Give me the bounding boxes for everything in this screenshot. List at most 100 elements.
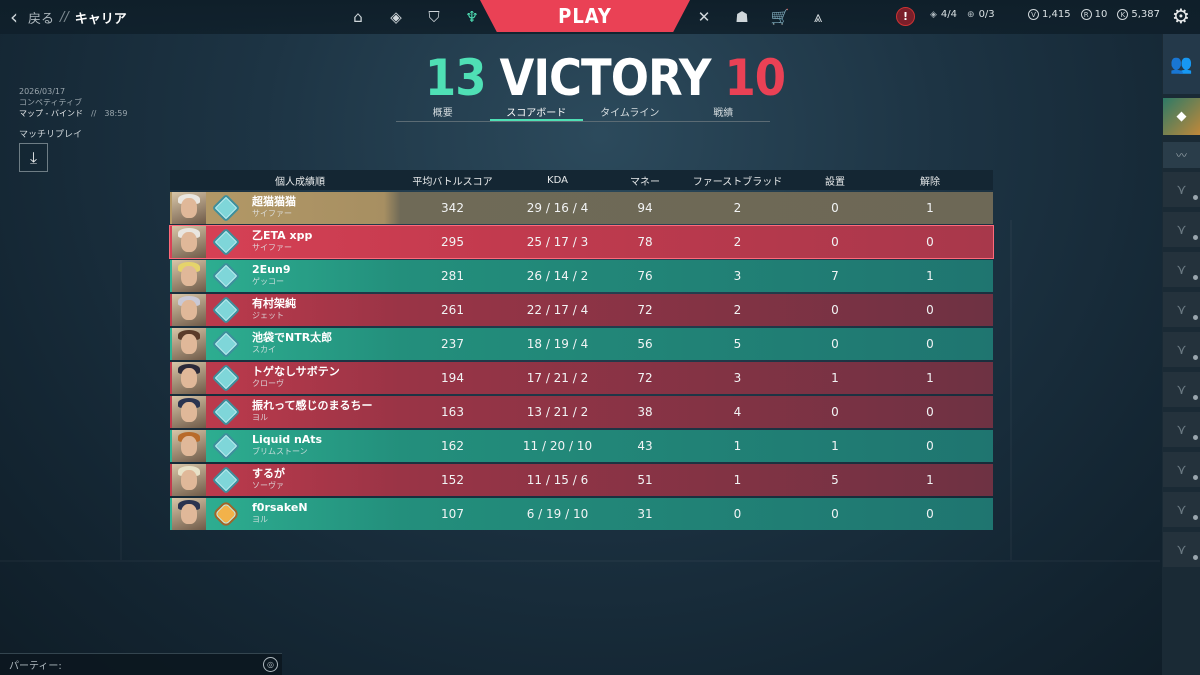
- match-result: 13 VICTORY 10: [400, 48, 810, 108]
- tab-performance[interactable]: 戦績: [713, 108, 734, 119]
- first-blood-value: 3: [733, 371, 742, 385]
- kda-value: 18 / 19 / 4: [526, 337, 589, 351]
- table-row[interactable]: f0rsakeN ヨル 107 6 / 19 / 10 31 0 0 0: [170, 498, 993, 530]
- status-dot: [1193, 355, 1198, 360]
- match-map: マップ - バインド: [19, 109, 83, 118]
- friend-slot[interactable]: ⋎: [1163, 252, 1200, 287]
- header-plants[interactable]: 設置: [825, 176, 845, 188]
- status-dot: [1193, 475, 1198, 480]
- agent-portrait: [172, 192, 206, 224]
- player-name[interactable]: 振れって感じのまるちー: [252, 399, 373, 412]
- friend-slot[interactable]: ⋎: [1163, 532, 1200, 567]
- chat-icon[interactable]: ◎: [263, 657, 278, 672]
- defuses-value: 0: [926, 303, 934, 317]
- plants-value: 0: [831, 201, 839, 215]
- friend-slot[interactable]: ⋎: [1163, 452, 1200, 487]
- header-money[interactable]: マネー: [630, 176, 660, 188]
- acs-value: 194: [441, 371, 464, 385]
- tab-summary[interactable]: 概要: [432, 108, 453, 119]
- table-row[interactable]: するが ソーヴァ 152 11 / 15 / 6 51 1 5 1: [170, 464, 993, 496]
- party-icon[interactable]: 👥: [1163, 34, 1200, 94]
- table-row[interactable]: 池袋でNTR太郎 スカイ 237 18 / 19 / 4 56 5 0 0: [170, 328, 993, 360]
- rank-gem: [211, 295, 241, 325]
- score-win: 13: [424, 49, 487, 107]
- agent-portrait: [172, 362, 206, 394]
- store-icon[interactable]: 🛒: [770, 8, 790, 26]
- stat-radianite: ◈ 4/4: [930, 9, 958, 20]
- rank-icon: [211, 193, 241, 223]
- table-row[interactable]: 有村架純 ジェット 261 22 / 17 / 4 72 2 0 0: [170, 294, 993, 326]
- agent-portrait: [172, 328, 206, 360]
- battlepass-icon[interactable]: ⛉: [428, 8, 440, 26]
- result-label: VICTORY: [499, 49, 712, 107]
- acs-value: 152: [441, 473, 464, 487]
- agent-name: ゲッコー: [252, 277, 284, 286]
- player-name[interactable]: 2Eun9: [252, 263, 291, 276]
- friend-slot[interactable]: ⋎: [1163, 292, 1200, 327]
- nav-left: ⌂ ◈ ⛉ ♆: [346, 6, 484, 28]
- career-icon[interactable]: ♆: [465, 8, 479, 26]
- table-row[interactable]: 乙ETA xpp サイファー 295 25 / 17 / 3 78 2 0 0: [169, 225, 994, 259]
- money-value: 72: [637, 303, 653, 317]
- header-defuses[interactable]: 解除: [920, 176, 940, 188]
- kda-value: 29 / 16 / 4: [526, 201, 589, 215]
- rank-icon: [211, 295, 241, 325]
- status-dot: [1193, 235, 1198, 240]
- table-row[interactable]: 超猫猫猫 サイファー 342 29 / 16 / 4 94 2 0 1: [170, 192, 993, 224]
- status-dot: [1193, 195, 1198, 200]
- friend-slot[interactable]: ⋎: [1163, 172, 1200, 207]
- table-row[interactable]: 振れって感じのまるちー ヨル 163 13 / 21 / 2 38 4 0 0: [170, 396, 993, 428]
- back-label: 戻る: [28, 11, 55, 27]
- table-row[interactable]: トゲなしサボテン クローヴ 194 17 / 21 / 2 72 3 1 1: [170, 362, 993, 394]
- rank-icon[interactable]: ⩓: [813, 8, 823, 26]
- acs-value: 163: [441, 405, 464, 419]
- agent-face: [181, 402, 197, 422]
- player-cell: 有村架純 ジェット: [170, 294, 400, 326]
- header-kda[interactable]: KDA: [547, 174, 568, 186]
- tab-timeline[interactable]: タイムライン: [600, 108, 660, 119]
- score-lose: 10: [724, 49, 786, 107]
- collection-icon[interactable]: ☗: [735, 8, 749, 26]
- player-name[interactable]: するが: [252, 467, 285, 480]
- player-avatar[interactable]: ◆: [1163, 98, 1200, 135]
- rank-icon: [211, 499, 241, 529]
- back-button[interactable]: ‹ 戻る // キャリア: [10, 7, 127, 27]
- plants-value: 5: [831, 473, 839, 487]
- friend-slot[interactable]: ⋎: [1163, 332, 1200, 367]
- match-map-row: マップ - バインド // 38:59: [19, 108, 127, 119]
- friend-slot[interactable]: ⋎: [1163, 492, 1200, 527]
- player-name[interactable]: 池袋でNTR太郎: [252, 331, 333, 344]
- download-replay-button[interactable]: ⤓: [19, 143, 48, 172]
- play-button[interactable]: PLAY: [480, 0, 690, 32]
- party-chat-bar[interactable]: パーティー: ◎: [0, 653, 282, 675]
- player-name[interactable]: Liquid nAts: [252, 433, 323, 446]
- tab-scoreboard[interactable]: スコアボード: [489, 106, 583, 121]
- home-icon[interactable]: ⌂: [353, 8, 363, 26]
- player-name[interactable]: 超猫猫猫: [252, 195, 296, 208]
- player-name[interactable]: f0rsakeN: [252, 501, 308, 514]
- header-first-blood[interactable]: ファーストブラッド: [692, 176, 783, 188]
- agents-icon[interactable]: ✕: [697, 8, 711, 26]
- alert-icon[interactable]: !: [896, 7, 915, 26]
- acs-value: 237: [441, 337, 464, 351]
- status-dot: [1193, 435, 1198, 440]
- player-cell: Liquid nAts ブリムストーン: [170, 430, 400, 462]
- status-dot: [1193, 315, 1198, 320]
- player-name[interactable]: 乙ETA xpp: [252, 229, 313, 242]
- player-name[interactable]: トゲなしサボテン: [252, 365, 340, 378]
- agent-name: サイファー: [252, 243, 292, 252]
- money-value: 72: [637, 371, 653, 385]
- gear-icon[interactable]: ⚙: [1172, 4, 1190, 28]
- table-row[interactable]: Liquid nAts ブリムストーン 162 11 / 20 / 10 43 1 1 0: [170, 430, 993, 462]
- ticket-icon[interactable]: ◈: [390, 8, 402, 26]
- header-player[interactable]: 個人成績順: [275, 176, 325, 188]
- player-names: トゲなしサボテン クローヴ: [252, 366, 340, 390]
- money-value: 56: [637, 337, 653, 351]
- friend-slot[interactable]: ⋎: [1163, 212, 1200, 247]
- table-row[interactable]: 2Eun9 ゲッコー 281 26 / 14 / 2 76 3 7 1: [170, 260, 993, 292]
- friend-slot[interactable]: ⋎: [1163, 372, 1200, 407]
- friend-slot[interactable]: ⋎: [1163, 412, 1200, 447]
- player-name[interactable]: 有村架純: [252, 297, 296, 310]
- player-cell: トゲなしサボテン クローヴ: [170, 362, 400, 394]
- header-acs[interactable]: 平均バトルスコア: [412, 176, 493, 188]
